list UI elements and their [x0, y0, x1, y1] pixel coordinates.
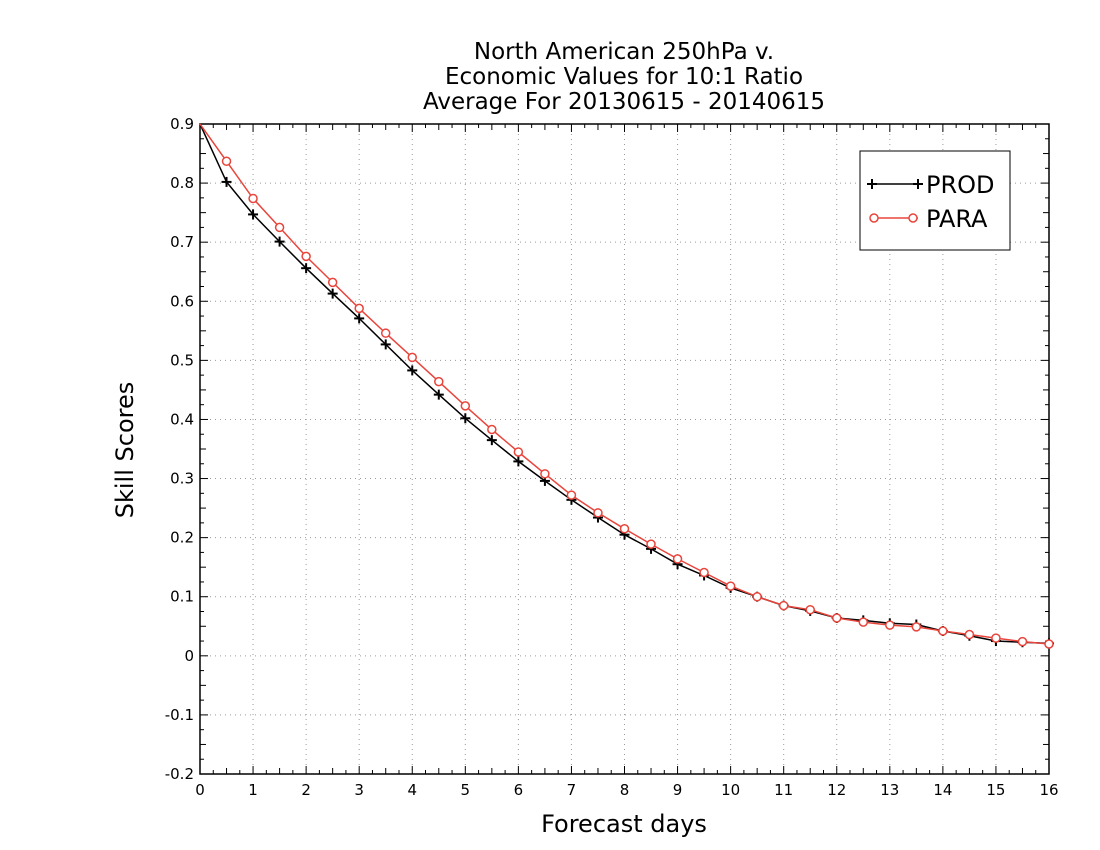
data-point-para [221, 156, 232, 166]
chart-title-line-2: Economic Values for 10:1 Ratio [445, 64, 803, 90]
x-tick-label: 1 [248, 781, 258, 799]
data-point-para [566, 490, 577, 500]
data-point-prod [274, 236, 285, 247]
data-point-prod [486, 435, 497, 446]
data-point-para [487, 424, 497, 435]
legend: PROD PARA [859, 150, 1011, 251]
legend-marker-para [869, 213, 918, 223]
x-tick-label: 9 [673, 781, 683, 799]
data-point-prod [354, 313, 365, 324]
series-group [199, 123, 1054, 649]
legend-label-para: PARA [926, 205, 988, 233]
x-tick-label: 3 [354, 781, 364, 799]
x-tick-label: 13 [880, 781, 899, 799]
data-point-para [1017, 636, 1028, 647]
data-point-para [805, 604, 815, 615]
data-point-para [858, 617, 869, 627]
y-tick-label: -0.1 [165, 706, 194, 724]
data-point-para [327, 277, 338, 288]
data-point-para [380, 328, 391, 338]
y-tick-label: 0.5 [170, 351, 194, 369]
data-point-prod [433, 389, 444, 400]
data-point-prod [301, 263, 312, 274]
data-point-para [964, 629, 975, 640]
y-tick-label: 0.8 [170, 174, 194, 192]
legend-label-prod: PROD [926, 171, 995, 199]
x-tick-label: 11 [774, 781, 793, 799]
data-point-para [1044, 639, 1054, 649]
chart-title-line-1: North American 250hPa v. [474, 39, 774, 65]
legend-box [859, 150, 1011, 251]
data-point-prod [407, 365, 418, 376]
y-tick-label: 0.4 [170, 410, 194, 428]
legend-marker-para-right [908, 213, 918, 223]
series-para [199, 123, 1054, 649]
data-point-para [885, 620, 895, 630]
x-tick-label: 7 [567, 781, 577, 799]
data-point-para [248, 193, 258, 204]
x-tick-label: 2 [301, 781, 311, 799]
x-tick-label: 16 [1039, 781, 1058, 799]
data-point-para [513, 447, 524, 457]
x-tick-label: 14 [933, 781, 952, 799]
data-point-para [672, 554, 683, 564]
x-axis: 0 1 2 3 4 5 6 7 8 9 10 11 12 13 14 15 16 [195, 124, 1059, 799]
x-tick-label: 12 [827, 781, 846, 799]
chart-title: North American 250hPa v. Economic Values… [423, 39, 825, 115]
y-tick-label: 0 [184, 647, 194, 665]
data-point-prod [248, 209, 259, 220]
legend-marker-para-left [869, 213, 879, 223]
data-point-para [593, 508, 603, 518]
x-tick-label: 4 [407, 781, 417, 799]
data-point-prod [221, 176, 232, 187]
y-axis: -0.2 -0.1 0 0.1 0.2 0.3 0.4 0.5 0.6 0.7 0.8 0.9 [165, 115, 1049, 783]
y-tick-label: 0.7 [170, 233, 194, 251]
y-tick-label: -0.2 [165, 765, 194, 783]
data-point-para [301, 251, 311, 262]
data-point-prod [380, 339, 391, 350]
x-tick-label: 6 [514, 781, 524, 799]
chart-title-line-3: Average For 20130615 - 20140615 [423, 89, 825, 115]
data-point-para [832, 613, 842, 623]
data-point-para [619, 524, 630, 534]
data-point-para [752, 591, 762, 602]
legend-item-para: PARA [869, 205, 988, 233]
x-tick-label: 0 [195, 781, 205, 799]
data-point-para [407, 352, 417, 363]
y-tick-label: 0.2 [170, 529, 194, 547]
data-point-para [434, 376, 444, 387]
y-tick-label: 0.6 [170, 292, 194, 310]
y-tick-label: 0.3 [170, 470, 194, 488]
data-point-para [699, 567, 709, 578]
x-tick-label: 15 [986, 781, 1005, 799]
data-point-para [354, 303, 364, 314]
data-point-para [778, 600, 789, 611]
legend-marker-prod [867, 179, 923, 189]
x-tick-label: 5 [461, 781, 471, 799]
data-point-prod [460, 413, 471, 424]
legend-item-prod: PROD [867, 171, 995, 199]
legend-marker-prod-right [913, 179, 923, 189]
data-point-para [646, 539, 656, 549]
data-point-para [540, 469, 550, 479]
y-tick-label: 0.9 [170, 115, 194, 133]
x-axis-title: Forecast days [541, 810, 707, 838]
data-point-para [725, 581, 736, 591]
x-tick-label: 8 [620, 781, 630, 799]
y-tick-label: 0.1 [170, 588, 194, 606]
data-point-prod [513, 456, 524, 467]
data-point-para [460, 401, 471, 411]
legend-marker-prod-left [867, 179, 877, 189]
x-tick-label: 10 [721, 781, 740, 799]
y-axis-title: Skill Scores [111, 382, 139, 519]
data-point-para [274, 222, 285, 233]
data-point-para [938, 626, 948, 636]
data-point-para [991, 633, 1001, 643]
data-point-prod [327, 288, 338, 299]
data-point-para [911, 622, 922, 632]
